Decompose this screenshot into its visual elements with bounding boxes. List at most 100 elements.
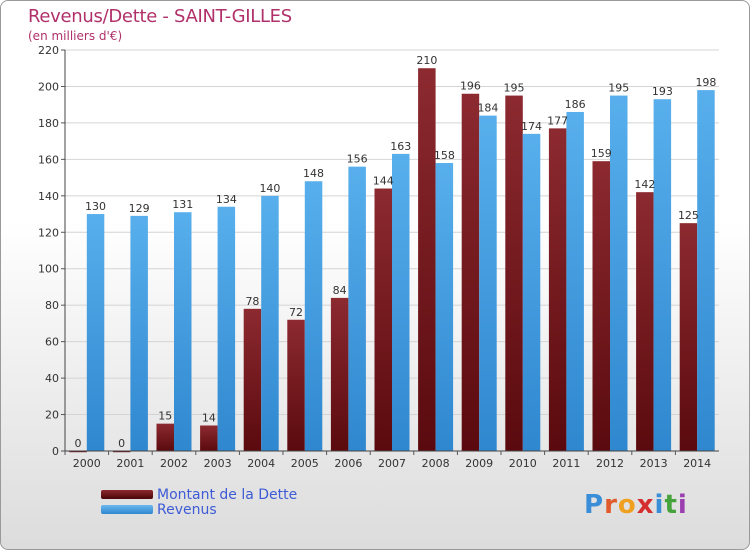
bar-debt [374, 188, 392, 451]
data-label-revenue: 130 [85, 200, 106, 213]
x-tick-label: 2005 [291, 457, 319, 470]
data-label-revenue: 129 [129, 202, 150, 215]
x-tick-label: 2009 [465, 457, 493, 470]
data-label-debt: 125 [678, 209, 699, 222]
legend-item-debt: Montant de la Dette [101, 486, 298, 503]
data-label-revenue: 163 [390, 140, 411, 153]
data-label-revenue: 134 [216, 193, 237, 206]
y-tick-label: 140 [38, 190, 59, 203]
data-label-revenue: 193 [652, 85, 673, 98]
bar-debt [418, 68, 436, 452]
x-tick-label: 2006 [334, 457, 362, 470]
x-tick-label: 2008 [422, 457, 450, 470]
data-label-revenue: 186 [565, 98, 586, 111]
bar-debt [636, 192, 654, 451]
y-tick-label: 0 [52, 445, 59, 458]
bar-revenue [348, 166, 366, 451]
bar-revenue [566, 111, 584, 452]
data-label-debt: 196 [460, 80, 481, 93]
data-label-debt: 78 [245, 295, 259, 308]
logo-letter: x [636, 490, 655, 520]
bar-debt [592, 161, 610, 451]
legend-swatch-debt [101, 490, 153, 499]
data-label-debt: 142 [634, 178, 655, 191]
y-tick-label: 220 [38, 44, 59, 57]
proxiti-logo: Proxiti [584, 490, 688, 520]
data-label-revenue: 131 [172, 198, 193, 211]
bar-debt [330, 297, 349, 451]
data-label-debt: 0 [75, 437, 82, 450]
data-label-debt: 15 [158, 410, 172, 423]
bar-debt [69, 451, 87, 453]
bar-revenue [174, 212, 192, 451]
logo-letter: i [654, 490, 665, 520]
data-label-debt: 144 [373, 175, 394, 188]
bar-revenue [435, 163, 454, 451]
data-label-revenue: 156 [347, 153, 368, 166]
x-tick-label: 2013 [640, 457, 668, 470]
data-label-debt: 72 [289, 306, 303, 319]
y-tick-label: 80 [45, 299, 59, 312]
x-tick-label: 2012 [596, 457, 624, 470]
bar-revenue [479, 115, 497, 452]
bar-debt [156, 423, 174, 451]
legend-item-revenue: Revenus [101, 501, 297, 518]
x-tick-label: 2011 [552, 457, 580, 470]
y-tick-label: 20 [45, 409, 59, 422]
logo-letter: i [677, 490, 688, 520]
y-tick-label: 180 [38, 117, 59, 130]
bar-debt [243, 308, 262, 451]
y-tick-label: 200 [38, 80, 59, 93]
bar-revenue [392, 153, 410, 452]
chart-subtitle: (en milliers d'€) [28, 29, 123, 43]
y-tick-label: 40 [45, 372, 59, 385]
bar-revenue [217, 206, 236, 451]
bar-debt [200, 425, 218, 451]
bar-revenue [653, 99, 672, 452]
data-label-debt: 210 [416, 54, 437, 67]
x-tick-label: 2004 [247, 457, 275, 470]
logo-letter: o [617, 490, 637, 520]
bar-revenue [86, 214, 105, 451]
bar-revenue [130, 215, 148, 451]
bar-debt [112, 451, 131, 453]
logo-letter: r [604, 490, 618, 520]
bar-debt [548, 128, 567, 452]
y-tick-label: 120 [38, 226, 59, 239]
logo-letter: t [664, 490, 678, 520]
y-tick-label: 160 [38, 153, 59, 166]
bar-debt [505, 95, 523, 452]
data-label-debt: 159 [591, 147, 612, 160]
logo-letter: P [584, 490, 605, 520]
data-label-revenue: 174 [521, 120, 542, 133]
bar-debt [461, 93, 480, 451]
bar-revenue [522, 133, 541, 451]
bar-debt [679, 223, 698, 451]
y-tick-label: 60 [45, 336, 59, 349]
bar-debt [287, 319, 305, 451]
x-tick-label: 2002 [160, 457, 188, 470]
bar-revenue [304, 181, 323, 451]
legend-label-debt: Montant de la Dette [157, 486, 298, 503]
data-label-revenue: 184 [477, 102, 498, 115]
data-label-debt: 14 [202, 411, 216, 424]
data-label-debt: 177 [547, 114, 568, 127]
legend-swatch-revenue [101, 505, 153, 514]
chart-title: Revenus/Dette - SAINT-GILLES [28, 6, 292, 27]
bar-revenue [261, 195, 279, 451]
chart-legend: Montant de la Dette Revenus [101, 486, 298, 518]
x-tick-label: 2003 [204, 457, 232, 470]
data-label-debt: 84 [333, 284, 347, 297]
data-label-debt: 195 [504, 82, 525, 95]
bar-revenue [697, 90, 715, 451]
x-tick-label: 2001 [116, 457, 144, 470]
data-label-revenue: 148 [303, 167, 324, 180]
legend-label-revenue: Revenus [157, 501, 217, 518]
x-tick-label: 2007 [378, 457, 406, 470]
x-tick-label: 2010 [509, 457, 537, 470]
data-label-revenue: 158 [434, 149, 455, 162]
data-label-revenue: 198 [695, 76, 716, 89]
x-tick-label: 2014 [683, 457, 711, 470]
